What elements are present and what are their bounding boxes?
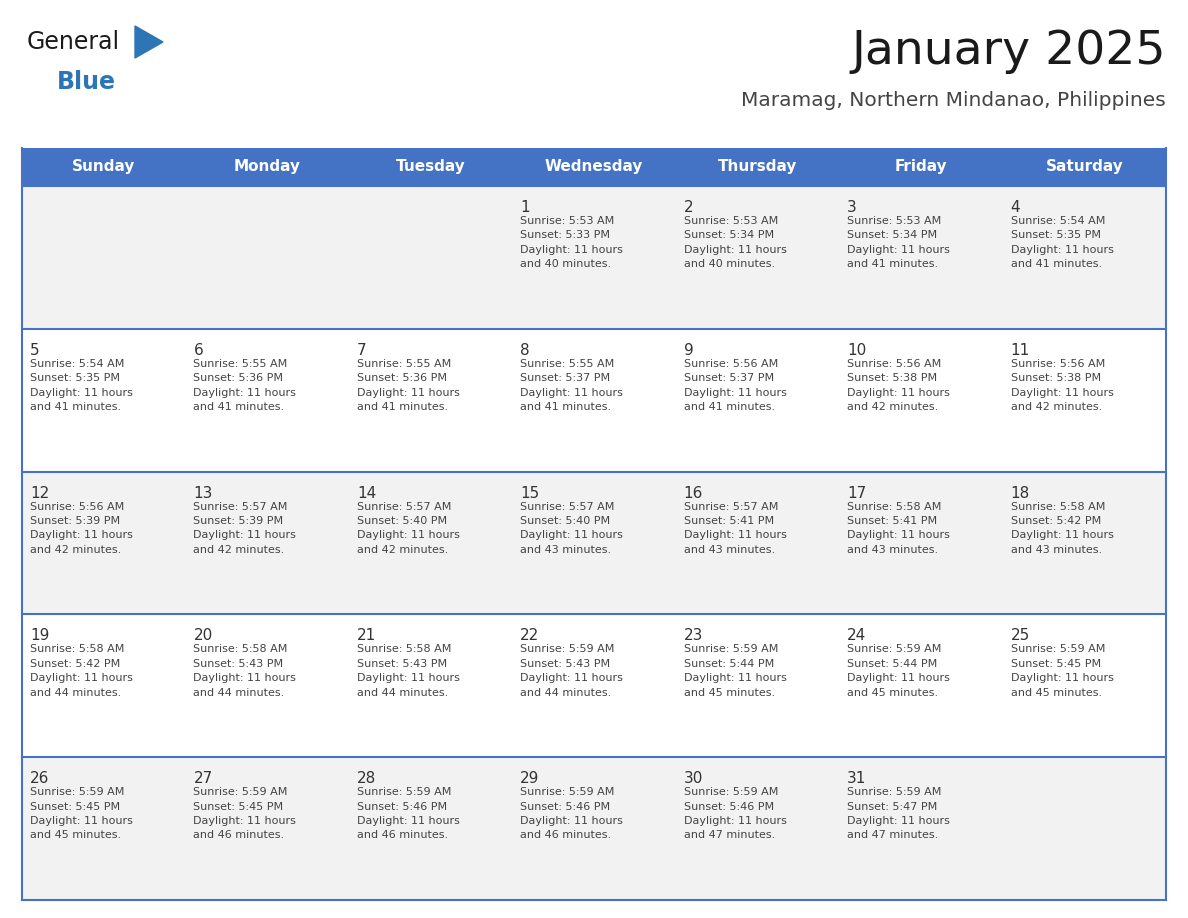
Text: 12: 12 <box>30 486 49 500</box>
Text: 22: 22 <box>520 629 539 644</box>
Text: Tuesday: Tuesday <box>396 160 466 174</box>
Text: Sunrise: 5:56 AM
Sunset: 5:38 PM
Daylight: 11 hours
and 42 minutes.: Sunrise: 5:56 AM Sunset: 5:38 PM Dayligh… <box>1011 359 1113 412</box>
Text: Sunrise: 5:56 AM
Sunset: 5:37 PM
Daylight: 11 hours
and 41 minutes.: Sunrise: 5:56 AM Sunset: 5:37 PM Dayligh… <box>684 359 786 412</box>
Text: Thursday: Thursday <box>718 160 797 174</box>
Text: Friday: Friday <box>895 160 947 174</box>
Text: 25: 25 <box>1011 629 1030 644</box>
Text: Sunrise: 5:54 AM
Sunset: 5:35 PM
Daylight: 11 hours
and 41 minutes.: Sunrise: 5:54 AM Sunset: 5:35 PM Dayligh… <box>1011 216 1113 269</box>
Text: Sunrise: 5:53 AM
Sunset: 5:33 PM
Daylight: 11 hours
and 40 minutes.: Sunrise: 5:53 AM Sunset: 5:33 PM Dayligh… <box>520 216 624 269</box>
Text: 15: 15 <box>520 486 539 500</box>
Text: 16: 16 <box>684 486 703 500</box>
Text: Sunrise: 5:59 AM
Sunset: 5:45 PM
Daylight: 11 hours
and 45 minutes.: Sunrise: 5:59 AM Sunset: 5:45 PM Dayligh… <box>30 788 133 840</box>
Text: Sunrise: 5:57 AM
Sunset: 5:40 PM
Daylight: 11 hours
and 43 minutes.: Sunrise: 5:57 AM Sunset: 5:40 PM Dayligh… <box>520 501 624 554</box>
Bar <box>23 329 1165 472</box>
Text: 10: 10 <box>847 342 866 358</box>
Text: Blue: Blue <box>57 70 116 94</box>
Text: Sunrise: 5:53 AM
Sunset: 5:34 PM
Daylight: 11 hours
and 40 minutes.: Sunrise: 5:53 AM Sunset: 5:34 PM Dayligh… <box>684 216 786 269</box>
Text: Sunrise: 5:59 AM
Sunset: 5:46 PM
Daylight: 11 hours
and 46 minutes.: Sunrise: 5:59 AM Sunset: 5:46 PM Dayligh… <box>356 788 460 840</box>
Text: 31: 31 <box>847 771 866 786</box>
Text: 1: 1 <box>520 200 530 215</box>
Text: Sunrise: 5:58 AM
Sunset: 5:42 PM
Daylight: 11 hours
and 44 minutes.: Sunrise: 5:58 AM Sunset: 5:42 PM Dayligh… <box>30 644 133 698</box>
Text: 24: 24 <box>847 629 866 644</box>
Text: 3: 3 <box>847 200 857 215</box>
Text: Wednesday: Wednesday <box>545 160 643 174</box>
Bar <box>23 757 1165 900</box>
Text: 29: 29 <box>520 771 539 786</box>
Text: Sunrise: 5:55 AM
Sunset: 5:36 PM
Daylight: 11 hours
and 41 minutes.: Sunrise: 5:55 AM Sunset: 5:36 PM Dayligh… <box>194 359 296 412</box>
Text: 5: 5 <box>30 342 39 358</box>
Bar <box>23 472 1165 614</box>
Text: Sunrise: 5:57 AM
Sunset: 5:41 PM
Daylight: 11 hours
and 43 minutes.: Sunrise: 5:57 AM Sunset: 5:41 PM Dayligh… <box>684 501 786 554</box>
Text: 18: 18 <box>1011 486 1030 500</box>
Text: 27: 27 <box>194 771 213 786</box>
Text: Sunrise: 5:57 AM
Sunset: 5:39 PM
Daylight: 11 hours
and 42 minutes.: Sunrise: 5:57 AM Sunset: 5:39 PM Dayligh… <box>194 501 296 554</box>
Text: Sunrise: 5:56 AM
Sunset: 5:39 PM
Daylight: 11 hours
and 42 minutes.: Sunrise: 5:56 AM Sunset: 5:39 PM Dayligh… <box>30 501 133 554</box>
Text: Sunrise: 5:59 AM
Sunset: 5:46 PM
Daylight: 11 hours
and 47 minutes.: Sunrise: 5:59 AM Sunset: 5:46 PM Dayligh… <box>684 788 786 840</box>
Text: Sunrise: 5:58 AM
Sunset: 5:43 PM
Daylight: 11 hours
and 44 minutes.: Sunrise: 5:58 AM Sunset: 5:43 PM Dayligh… <box>356 644 460 698</box>
Text: Sunrise: 5:55 AM
Sunset: 5:36 PM
Daylight: 11 hours
and 41 minutes.: Sunrise: 5:55 AM Sunset: 5:36 PM Dayligh… <box>356 359 460 412</box>
Text: Sunrise: 5:59 AM
Sunset: 5:45 PM
Daylight: 11 hours
and 45 minutes.: Sunrise: 5:59 AM Sunset: 5:45 PM Dayligh… <box>1011 644 1113 698</box>
Text: 19: 19 <box>30 629 50 644</box>
Text: 2: 2 <box>684 200 694 215</box>
Text: 4: 4 <box>1011 200 1020 215</box>
Text: Sunrise: 5:53 AM
Sunset: 5:34 PM
Daylight: 11 hours
and 41 minutes.: Sunrise: 5:53 AM Sunset: 5:34 PM Dayligh… <box>847 216 950 269</box>
Text: Sunrise: 5:59 AM
Sunset: 5:43 PM
Daylight: 11 hours
and 44 minutes.: Sunrise: 5:59 AM Sunset: 5:43 PM Dayligh… <box>520 644 624 698</box>
Text: 9: 9 <box>684 342 694 358</box>
Text: 6: 6 <box>194 342 203 358</box>
Text: Sunrise: 5:57 AM
Sunset: 5:40 PM
Daylight: 11 hours
and 42 minutes.: Sunrise: 5:57 AM Sunset: 5:40 PM Dayligh… <box>356 501 460 554</box>
Text: 30: 30 <box>684 771 703 786</box>
Text: Sunrise: 5:58 AM
Sunset: 5:43 PM
Daylight: 11 hours
and 44 minutes.: Sunrise: 5:58 AM Sunset: 5:43 PM Dayligh… <box>194 644 296 698</box>
Bar <box>23 148 1165 186</box>
Text: 13: 13 <box>194 486 213 500</box>
Text: January 2025: January 2025 <box>852 29 1165 74</box>
Bar <box>23 186 1165 329</box>
Text: Sunrise: 5:55 AM
Sunset: 5:37 PM
Daylight: 11 hours
and 41 minutes.: Sunrise: 5:55 AM Sunset: 5:37 PM Dayligh… <box>520 359 624 412</box>
Text: Sunrise: 5:59 AM
Sunset: 5:45 PM
Daylight: 11 hours
and 46 minutes.: Sunrise: 5:59 AM Sunset: 5:45 PM Dayligh… <box>194 788 296 840</box>
Text: Sunrise: 5:58 AM
Sunset: 5:41 PM
Daylight: 11 hours
and 43 minutes.: Sunrise: 5:58 AM Sunset: 5:41 PM Dayligh… <box>847 501 950 554</box>
Bar <box>23 614 1165 757</box>
Text: Maramag, Northern Mindanao, Philippines: Maramag, Northern Mindanao, Philippines <box>741 91 1165 109</box>
Text: Sunrise: 5:59 AM
Sunset: 5:44 PM
Daylight: 11 hours
and 45 minutes.: Sunrise: 5:59 AM Sunset: 5:44 PM Dayligh… <box>847 644 950 698</box>
Text: Sunday: Sunday <box>72 160 135 174</box>
Text: 17: 17 <box>847 486 866 500</box>
Text: Sunrise: 5:59 AM
Sunset: 5:44 PM
Daylight: 11 hours
and 45 minutes.: Sunrise: 5:59 AM Sunset: 5:44 PM Dayligh… <box>684 644 786 698</box>
Text: 7: 7 <box>356 342 366 358</box>
Text: Sunrise: 5:56 AM
Sunset: 5:38 PM
Daylight: 11 hours
and 42 minutes.: Sunrise: 5:56 AM Sunset: 5:38 PM Dayligh… <box>847 359 950 412</box>
Text: Saturday: Saturday <box>1045 160 1123 174</box>
Text: 26: 26 <box>30 771 50 786</box>
Polygon shape <box>135 26 163 58</box>
Text: Sunrise: 5:59 AM
Sunset: 5:47 PM
Daylight: 11 hours
and 47 minutes.: Sunrise: 5:59 AM Sunset: 5:47 PM Dayligh… <box>847 788 950 840</box>
Text: 21: 21 <box>356 629 377 644</box>
Text: General: General <box>27 30 120 54</box>
Text: 8: 8 <box>520 342 530 358</box>
Text: 14: 14 <box>356 486 377 500</box>
Text: Monday: Monday <box>234 160 301 174</box>
Text: Sunrise: 5:54 AM
Sunset: 5:35 PM
Daylight: 11 hours
and 41 minutes.: Sunrise: 5:54 AM Sunset: 5:35 PM Dayligh… <box>30 359 133 412</box>
Text: 11: 11 <box>1011 342 1030 358</box>
Text: 28: 28 <box>356 771 377 786</box>
Text: 20: 20 <box>194 629 213 644</box>
Text: 23: 23 <box>684 629 703 644</box>
Text: Sunrise: 5:59 AM
Sunset: 5:46 PM
Daylight: 11 hours
and 46 minutes.: Sunrise: 5:59 AM Sunset: 5:46 PM Dayligh… <box>520 788 624 840</box>
Text: Sunrise: 5:58 AM
Sunset: 5:42 PM
Daylight: 11 hours
and 43 minutes.: Sunrise: 5:58 AM Sunset: 5:42 PM Dayligh… <box>1011 501 1113 554</box>
